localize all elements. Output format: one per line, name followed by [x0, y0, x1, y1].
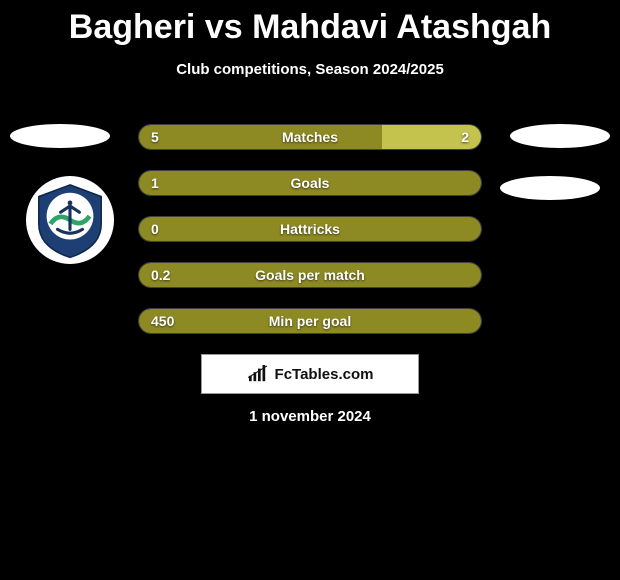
page-subtitle: Club competitions, Season 2024/2025 — [0, 61, 620, 78]
stat-label: Goals per match — [139, 263, 481, 287]
stat-label: Hattricks — [139, 217, 481, 241]
team-right-ellipse-icon — [500, 176, 600, 200]
snapshot-date: 1 november 2024 — [0, 408, 620, 425]
bar-chart-icon — [247, 365, 269, 383]
player-left-ellipse-icon — [10, 124, 110, 148]
stats-bars: 5 Matches 2 1 Goals 0 Hattricks 0.2 Goal… — [138, 124, 482, 354]
stat-value-right: 2 — [461, 125, 469, 149]
stat-row: 0.2 Goals per match — [138, 262, 482, 288]
page-title: Bagheri vs Mahdavi Atashgah — [0, 0, 620, 47]
stat-label: Min per goal — [139, 309, 481, 333]
attribution-text: FcTables.com — [275, 366, 374, 383]
stat-label: Matches — [139, 125, 481, 149]
stat-label: Goals — [139, 171, 481, 195]
stat-row: 450 Min per goal — [138, 308, 482, 334]
stat-row: 0 Hattricks — [138, 216, 482, 242]
team-left-crest-icon — [26, 176, 114, 264]
attribution-badge: FcTables.com — [201, 354, 419, 394]
player-right-ellipse-icon — [510, 124, 610, 148]
stat-row: 5 Matches 2 — [138, 124, 482, 150]
stat-row: 1 Goals — [138, 170, 482, 196]
